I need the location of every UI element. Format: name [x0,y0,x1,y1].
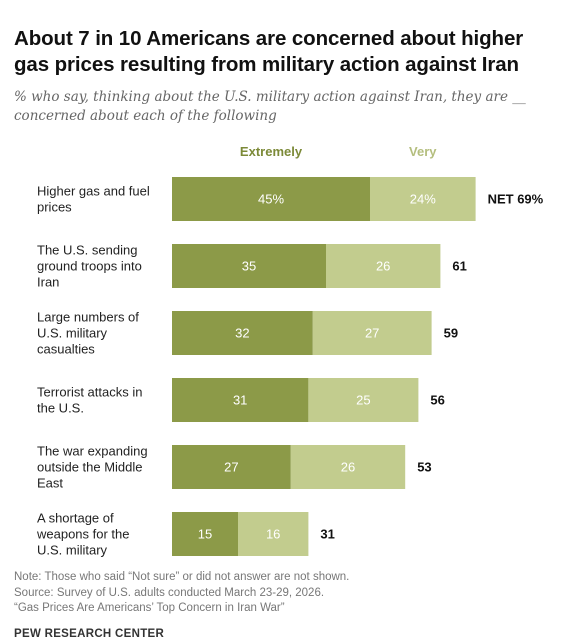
category-label-line: casualties [37,342,95,357]
category-label-line: outside the Middle [37,460,143,475]
net-label: 59 [444,326,458,341]
chart-notes: Note: Those who said “Not sure” or did n… [14,570,554,617]
data-label-extremely: 27 [224,460,238,475]
bar-segment-very [312,311,432,355]
data-label-very: 26 [341,460,355,475]
category-label-line: The U.S. sending [37,243,137,258]
category-label-line: A shortage of [37,511,114,526]
data-label-extremely: 45% [258,192,284,207]
data-label-extremely: 15 [198,527,212,542]
category-label-line: Iran [37,275,59,290]
legend-very: Very [409,144,437,159]
bar-segment-extremely [172,311,313,355]
category-label-line: U.S. military [37,543,108,558]
data-label-very: 27 [365,326,379,341]
data-label-very: 26 [376,259,390,274]
category-label-line: weapons for the [36,527,130,542]
data-label-very: 16 [266,527,280,542]
chart-legend: Extremely Very [240,144,437,159]
source-line: Source: Survey of U.S. adults conducted … [14,586,325,599]
bar-segment-very [238,512,309,556]
category-label: Terrorist attacks in the U.S. [37,385,142,416]
net-label: 53 [417,460,431,475]
note-line: Note: Those who said “Not sure” or did n… [14,571,350,583]
category-label-line: East [37,476,63,491]
bar-segment-extremely [172,244,326,288]
category-label: The U.S. sending ground troops into Iran [37,243,142,290]
category-label: A shortage of weapons for the U.S. militar… [36,511,130,558]
category-label: Higher gas and fuel prices [37,184,150,215]
legend-extremely: Extremely [240,144,303,159]
category-label-line: Terrorist attacks in [37,385,142,400]
bar-segment-very [326,244,441,288]
data-label-extremely: 35 [242,259,256,274]
brand-logo-text: PEW RESEARCH CENTER [14,628,165,640]
category-label-line: Large numbers of [37,310,139,325]
net-label: 56 [430,393,444,408]
data-label-very: 25 [356,393,370,408]
bar-segment-extremely [172,445,291,489]
bar-segment-extremely [172,177,370,221]
category-label: Large numbers of U.S. military casualties [37,310,139,357]
data-label-extremely: 31 [233,393,247,408]
category-label-line: the U.S. [37,401,84,416]
category-label-line: Higher gas and fuel [37,184,150,199]
bar-segment-very [308,378,419,422]
bar-segment-extremely [172,512,238,556]
bar-segment-extremely [172,378,309,422]
chart-subtitle: % who say, thinking about the U.S. milit… [14,89,526,124]
chart-title: About 7 in 10 Americans are concerned ab… [14,27,524,76]
category-label-line: U.S. military [37,326,108,341]
report-title-line: “Gas Prices Are Americans’ Top Concern i… [14,602,285,614]
category-label-line: ground troops into [37,259,142,274]
category-label-line: The war expanding [37,444,148,459]
category-label-line: prices [37,200,72,215]
net-label: 61 [452,259,466,274]
chart-bars: Higher gas and fuel prices 45% 24% NET 69% Th… [36,177,544,558]
net-label: 31 [320,527,334,542]
net-label: NET 69% [488,192,544,207]
data-label-very: 24% [410,192,436,207]
category-label: The war expanding outside the Middle East [37,444,148,491]
data-label-extremely: 32 [235,326,249,341]
bar-segment-very [290,445,406,489]
bar-segment-very [370,177,476,221]
